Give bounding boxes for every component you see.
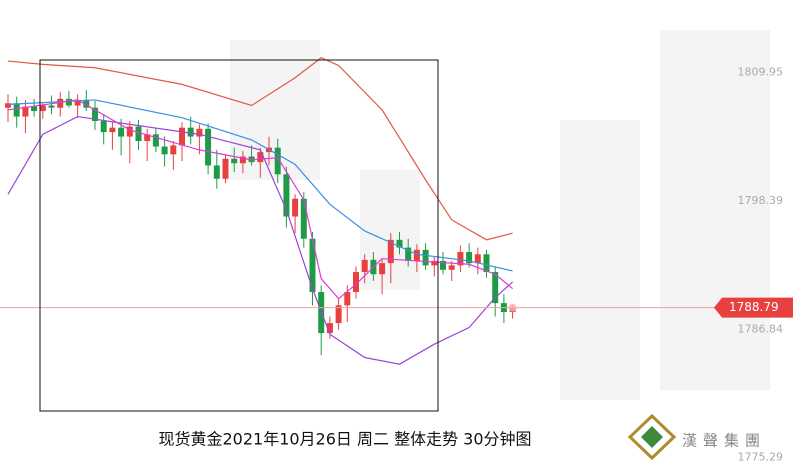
brand: 漢聲集團: [682, 432, 766, 450]
candle-body: [405, 247, 412, 261]
candle-body: [379, 263, 386, 275]
candle-body: [309, 238, 316, 293]
candle-body: [353, 272, 359, 293]
candle-body: [39, 105, 46, 112]
candle-body: [361, 259, 368, 273]
candle-body: [457, 252, 464, 266]
candle-body: [31, 106, 38, 112]
y-tick-label: 1775.29: [738, 451, 784, 463]
candle-body: [83, 99, 90, 108]
candle-body: [74, 99, 81, 106]
candle-body: [213, 165, 220, 179]
candle-body: [22, 106, 29, 117]
candle-body: [126, 126, 133, 137]
candle-body: [474, 254, 481, 264]
candle-body: [100, 121, 107, 133]
candle-body: [161, 146, 168, 155]
candle-body: [283, 174, 290, 217]
candle-body: [179, 127, 185, 146]
candle-body: [57, 98, 64, 108]
indicator-line: [7, 115, 513, 365]
candle-body: [431, 260, 438, 266]
price-tag: [714, 297, 793, 318]
logo: [627, 413, 677, 461]
candle-body: [135, 126, 142, 142]
candle-body: [413, 249, 420, 261]
candle-body: [300, 198, 307, 239]
candle-body: [466, 252, 473, 264]
candle-body: [274, 147, 281, 175]
candle-body: [222, 158, 229, 179]
frame-box: [39, 59, 439, 412]
candle-body: [144, 134, 151, 142]
candle-body: [231, 158, 238, 164]
candle-body: [422, 249, 429, 266]
background: [230, 30, 770, 400]
candle-body: [492, 272, 499, 304]
candle-body: [205, 128, 212, 166]
candle-body: [326, 323, 333, 334]
candle-body: [65, 98, 72, 106]
candle-body: [48, 105, 55, 108]
indicator-line: [7, 57, 513, 241]
y-tick-label: 1798.39: [738, 194, 784, 207]
candle-body: [440, 260, 446, 270]
candle-body: [13, 103, 20, 117]
price-label: 1788.79: [729, 300, 779, 314]
candle-body: [483, 254, 490, 273]
candle-body: [257, 152, 264, 163]
candle-body: [387, 239, 394, 264]
candle-body: [448, 265, 455, 270]
candle-body: [109, 127, 116, 133]
candle-body: [292, 198, 299, 217]
candle-body: [196, 128, 203, 137]
candle-body: [396, 239, 403, 248]
candle-body: [187, 127, 194, 137]
candle-body: [335, 305, 342, 324]
indicator-line: [7, 99, 513, 272]
indicator-line: [7, 99, 513, 300]
candle-body: [170, 145, 177, 155]
candle-body: [118, 127, 125, 137]
candle-body: [344, 292, 351, 306]
candle-body: [239, 156, 246, 164]
y-tick-label: 1809.95: [738, 66, 784, 79]
price-dot: [508, 303, 517, 312]
caption: 现货黄金2021年10月26日 周二 整体走势 30分钟图: [158, 430, 531, 449]
y-tick-label: 1786.84: [738, 322, 784, 335]
candle-body: [92, 107, 98, 122]
candle-body: [5, 103, 11, 108]
candle-body: [152, 134, 159, 147]
